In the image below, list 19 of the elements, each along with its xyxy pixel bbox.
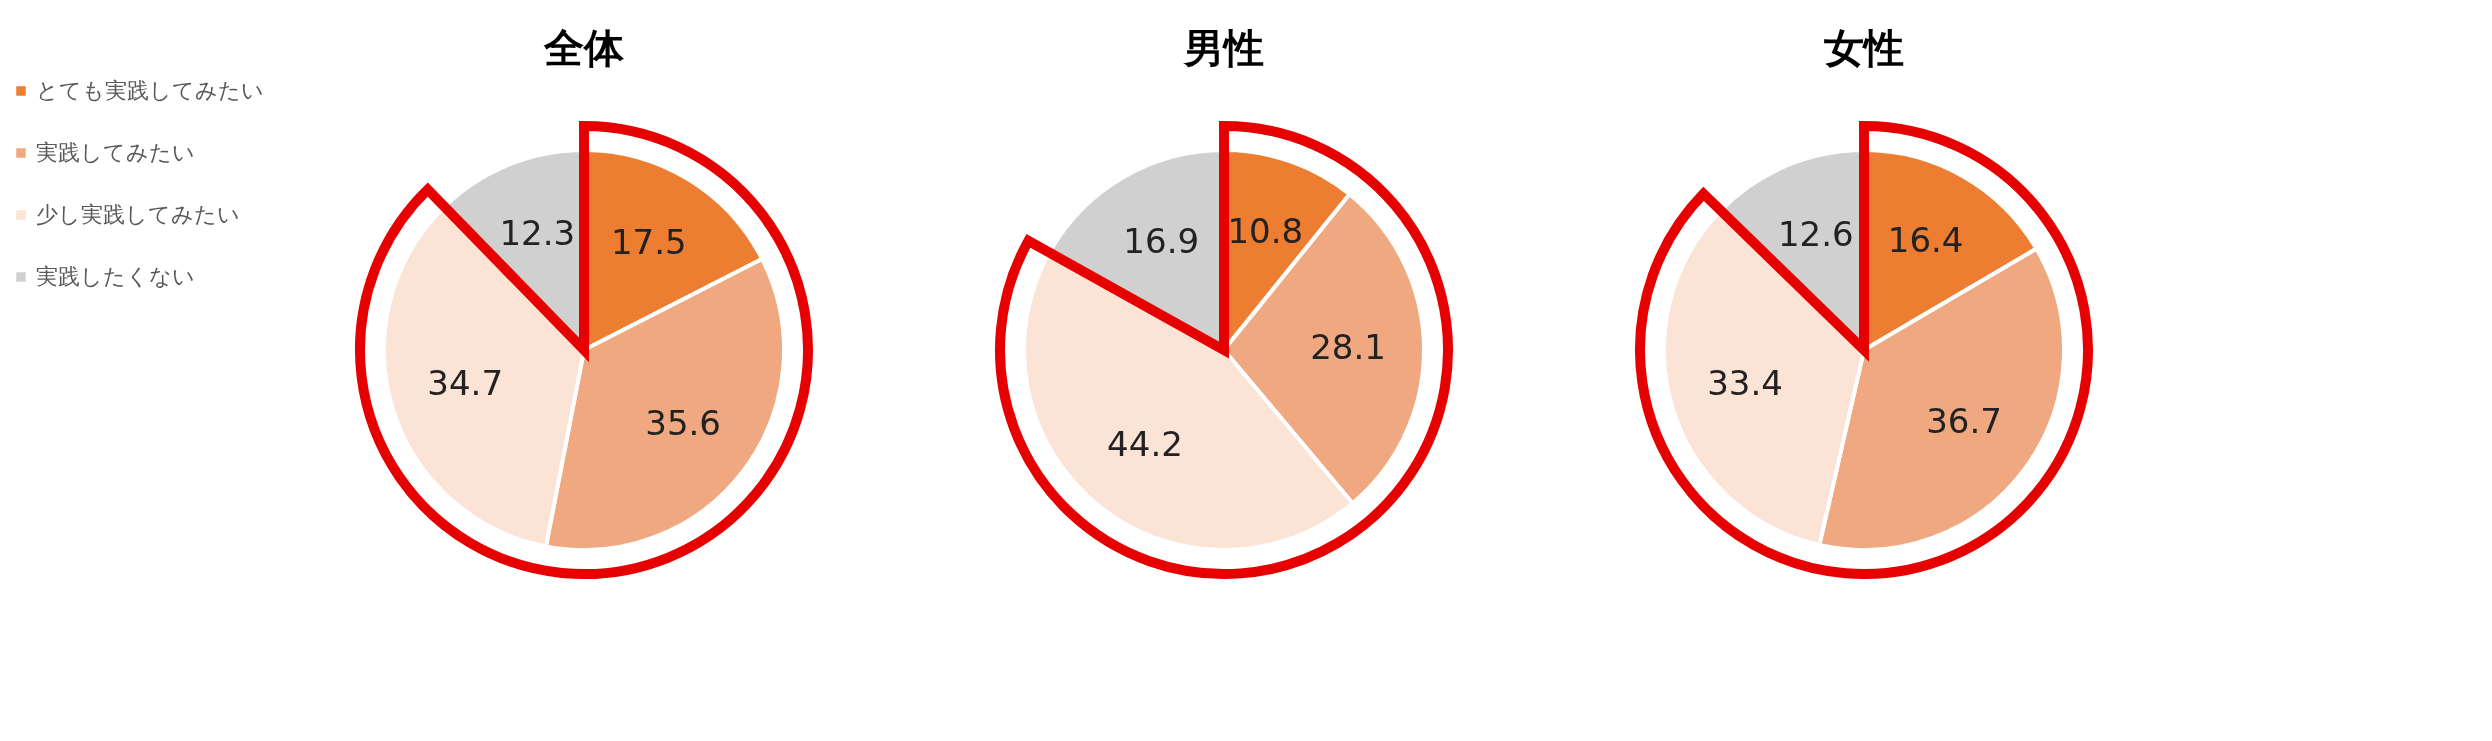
legend-label: とても実践してみたい <box>36 78 264 103</box>
data-label: 10.8 <box>1227 211 1304 252</box>
data-label: 28.1 <box>1310 326 1386 367</box>
data-label: 16.9 <box>1123 221 1200 262</box>
data-label: 44.2 <box>1107 423 1183 464</box>
data-label: 12.3 <box>499 213 576 254</box>
data-label: 33.4 <box>1707 363 1783 404</box>
data-label: 34.7 <box>427 363 504 404</box>
legend-label: 実践してみたい <box>36 140 195 165</box>
data-label: 36.7 <box>1926 401 2002 442</box>
data-label: 12.6 <box>1777 213 1854 254</box>
chart-title: 全体 <box>543 25 625 71</box>
chart-title: 女性 <box>1824 25 1904 71</box>
data-label: 16.4 <box>1887 220 1964 261</box>
data-label: 17.5 <box>610 222 687 263</box>
legend-label: 少し実践してみたい <box>36 202 240 227</box>
chart-title: 男性 <box>1183 25 1264 71</box>
data-label: 35.6 <box>645 402 721 443</box>
legend-label: 実践したくない <box>36 264 195 289</box>
